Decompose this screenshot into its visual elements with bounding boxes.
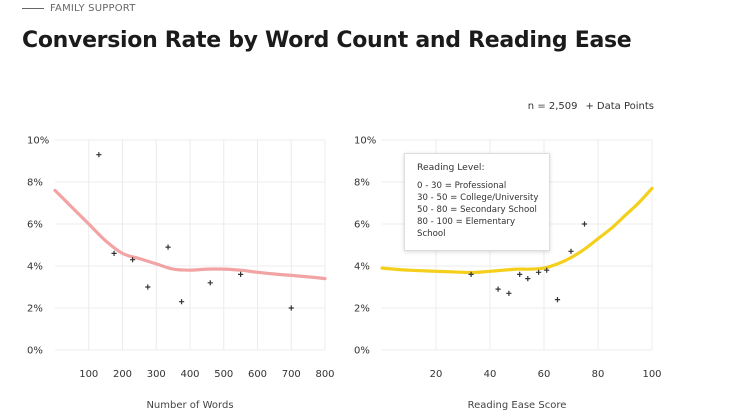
ease-ytick-label: 4% [354,262,370,273]
words-xtick-label: 400 [180,369,199,380]
reading-level-item-elementary: 80 - 100 = Elementary School [417,217,516,239]
ease-data-point [468,271,474,277]
ease-ytick-label: 0% [354,346,370,357]
ease-xtick-label: 60 [538,369,551,380]
words-xtick-label: 700 [282,369,301,380]
ease-data-point [495,286,501,292]
kicker-rule [22,8,44,9]
ease-data-point [581,221,588,227]
ease-data-point [554,297,561,303]
kicker-label: FAMILY SUPPORT [50,3,136,14]
words-ytick-label: 10% [27,136,49,147]
words-data-point [178,299,185,305]
words-data-point [288,305,294,311]
words-data-point [130,257,136,263]
reading-level-item-college: 30 - 50 = College/University [417,193,539,203]
sample-size: n = 2,509 [527,101,578,112]
words-data-point [165,244,171,250]
ease-data-point [506,290,512,296]
words-axis-title: Number of Words [146,400,233,411]
words-data-point [207,280,213,286]
section-kicker: FAMILY SUPPORT [22,3,136,14]
words-xtick-label: 300 [147,369,166,380]
words-ytick-label: 8% [27,178,43,189]
words-xtick-label: 500 [214,369,233,380]
words-xtick-label: 100 [79,369,98,380]
sample-info: n = 2,509 + Data Points [528,101,654,112]
reading-level-heading: Reading Level: [417,162,485,173]
words-ytick-label: 0% [27,346,43,357]
words-ytick-label: 2% [27,304,43,315]
ease-trend-line [380,186,654,275]
ease-xtick-label: 40 [484,369,497,380]
words-trend-line [53,188,327,281]
ease-data-point [544,267,550,273]
words-xtick-label: 200 [113,369,132,380]
reading-level-item-professional: 0 - 30 = Professional [417,181,507,191]
words-chart: 0% 2% 4% 6% 8% 10% 100 200 300 400 500 600 700 800 Num… [27,136,335,412]
words-ytick-label: 6% [27,220,43,231]
ease-xtick-label: 20 [430,369,443,380]
reading-level-legend: Reading Level: 0 - 30 = Professional 30 … [404,153,550,251]
ease-xtick-label: 80 [592,369,605,380]
ease-ytick-label: 6% [354,220,370,231]
chart-title: Conversion Rate by Word Count and Readin… [22,28,632,53]
ease-data-point [536,269,542,275]
ease-ytick-label: 8% [354,178,370,189]
reading-level-item-secondary: 50 - 80 = Secondary School [417,205,537,215]
ease-data-point [525,276,531,282]
ease-ytick-label: 10% [354,136,376,147]
words-ytick-label: 4% [27,262,43,273]
words-xtick-label: 600 [248,369,267,380]
words-data-point [238,271,244,277]
words-data-point [145,284,151,290]
data-points-label: Data Points [596,101,654,112]
ease-xtick-label: 100 [642,369,661,380]
ease-axis-title: Reading Ease Score [468,400,567,411]
ease-ytick-label: 2% [354,304,370,315]
words-xtick-label: 800 [315,369,334,380]
words-data-point [111,250,117,256]
words-data-point [96,152,102,158]
data-point-marker-icon: + [585,101,594,112]
ease-data-point [517,271,523,277]
ease-data-point [568,248,574,254]
